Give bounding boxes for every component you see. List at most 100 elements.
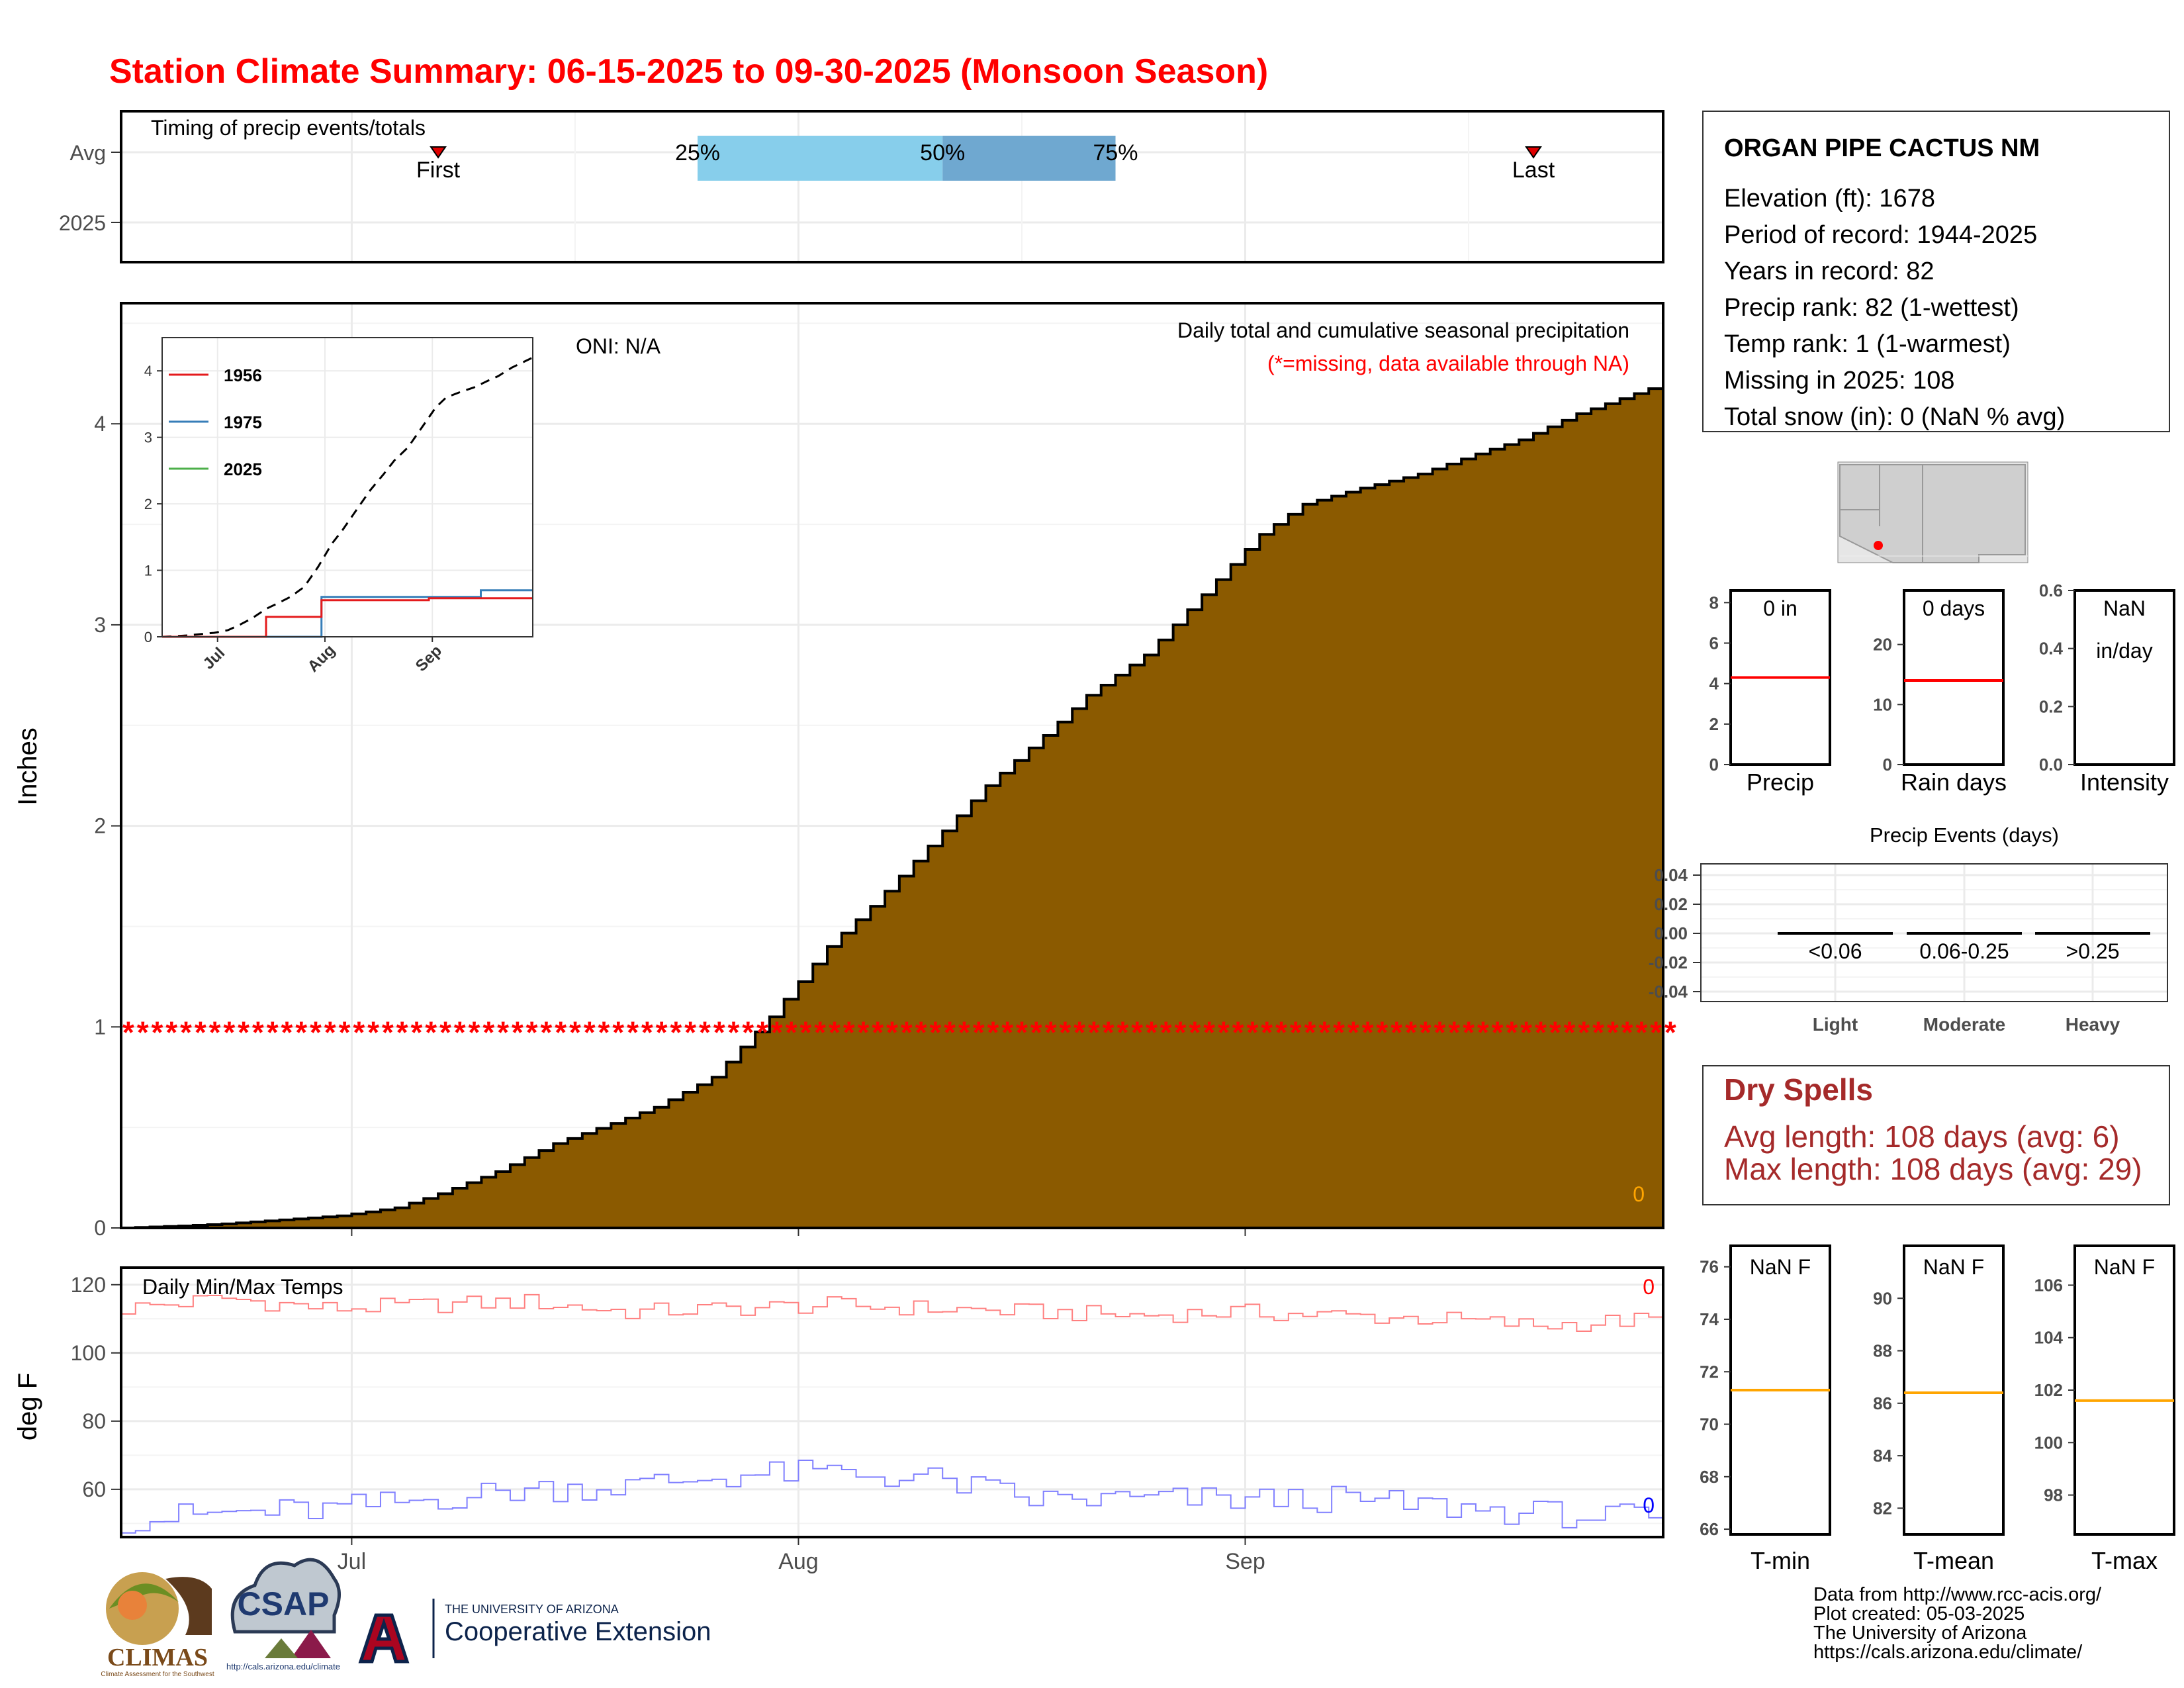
missing-day-marker: * <box>295 1015 307 1049</box>
timing-panel-label: Timing of precip events/totals <box>151 116 426 140</box>
inset-x-tick-label-Sep: Sep <box>412 642 445 675</box>
tmax-missing-count: 0 <box>1643 1275 1655 1299</box>
temp-bar-tick-label: 102 <box>2034 1380 2063 1400</box>
precip-y-axis: 0 1 2 3 4 <box>94 412 1246 1240</box>
climas-wordmark: CLIMAS <box>107 1644 208 1671</box>
missing-day-marker: * <box>915 1015 927 1049</box>
temp-bar-tick-label: 100 <box>2034 1432 2063 1452</box>
cumulative-precip-area <box>121 383 1664 1229</box>
precip-corner-count: 0 <box>1633 1182 1645 1206</box>
credit-university: The University of Arizona <box>1813 1622 2027 1644</box>
missing-day-marker: * <box>180 1015 192 1049</box>
missing-day-marker: * <box>1246 1015 1258 1049</box>
mini-panel-frame <box>2073 589 2175 766</box>
temp-bar-tick-label: 72 <box>1700 1362 1719 1382</box>
mini-panel-value-unit: in/day <box>2096 639 2152 663</box>
missing-day-marker: * <box>1607 1015 1619 1049</box>
missing-day-marker: * <box>699 1015 711 1049</box>
missing-day-marker: * <box>1635 1015 1647 1049</box>
temp-y-tick-label-80: 80 <box>82 1409 106 1433</box>
missing-day-marker: * <box>324 1015 336 1049</box>
mini-panel-intensity: 0.0 0.2 0.4 0.6 NaN in/day Intensity <box>2039 581 2175 796</box>
first-event-label: First <box>416 158 461 183</box>
missing-day-marker: * <box>569 1015 581 1049</box>
mini-panel-rain-days: 0 10 20 0 days Rain days <box>1873 589 2007 796</box>
temp-bar-tick-label: 66 <box>1700 1519 1719 1539</box>
mini-panel-label: Precip <box>1747 769 1814 796</box>
precip-y-tick-label-2: 2 <box>94 814 106 838</box>
month-x-tick-label-Aug: Aug <box>778 1549 819 1574</box>
station-missing: Missing in 2025: 108 <box>1724 367 1955 395</box>
mini-panel-tick-label: 4 <box>1709 674 1719 694</box>
temp-bar-tick-label: 106 <box>2034 1275 2063 1295</box>
mini-panel-precip: 0 2 4 6 8 0 in Precip <box>1709 589 1831 796</box>
missing-day-marker: * <box>1535 1015 1547 1049</box>
missing-day-marker: * <box>425 1015 437 1049</box>
missing-day-marker: * <box>771 1015 783 1049</box>
missing-day-marker: * <box>1059 1015 1071 1049</box>
dry-spells-box: Dry Spells Avg length: 108 days (avg: 6)… <box>1702 1065 2170 1205</box>
temp-bar-label: T-max <box>2091 1547 2158 1574</box>
missing-day-marker: * <box>353 1015 365 1049</box>
precip-y-tick-label-4: 4 <box>94 412 106 436</box>
quartile-25-50-box <box>698 136 943 181</box>
tmin-line <box>121 1459 1664 1534</box>
missing-day-marker: * <box>1664 1015 1676 1049</box>
mini-panel-value: 0 in <box>1763 596 1797 620</box>
university-of-arizona-logo: THE UNIVERSITY OF ARIZONA Cooperative Ex… <box>358 1599 711 1664</box>
temp-bar-label: T-min <box>1751 1547 1810 1574</box>
missing-day-marker: * <box>1448 1015 1460 1049</box>
credit-plot-created: Plot created: 05-03-2025 <box>1813 1603 2025 1624</box>
events-category-label: Heavy <box>2066 1014 2120 1035</box>
precip-panel: * * * * * * * * * * * * * * * * * * * * * * * * * * * * * * * * * * * * * * * *… <box>13 302 1676 1240</box>
missing-day-marker: * <box>1189 1015 1201 1049</box>
inset-y-tick-label-3: 3 <box>144 430 152 446</box>
mini-panel-tick-label: 0 <box>1709 755 1719 774</box>
inset-legend-label-1956: 1956 <box>224 365 262 385</box>
temp-bar-tick-label: 70 <box>1700 1415 1719 1434</box>
missing-day-marker: * <box>799 1015 811 1049</box>
missing-day-marker: * <box>973 1015 985 1049</box>
events-bin-label: 0.06-0.25 <box>1919 939 2009 963</box>
missing-day-marker: * <box>656 1015 668 1049</box>
dry-spells-title: Dry Spells <box>1724 1072 1873 1107</box>
ua-small-text: THE UNIVERSITY OF ARIZONA <box>445 1603 619 1616</box>
missing-day-marker: * <box>1275 1015 1287 1049</box>
missing-day-marker: * <box>1564 1015 1576 1049</box>
missing-day-marker: * <box>1146 1015 1158 1049</box>
missing-day-marker: * <box>1160 1015 1172 1049</box>
precip-events-title: Precip Events (days) <box>1870 823 2059 847</box>
missing-day-marker: * <box>1405 1015 1417 1049</box>
temp-y-tick-label-60: 60 <box>82 1477 106 1501</box>
mini-panel-label: Rain days <box>1901 769 2007 796</box>
inset-y-tick-label-1: 1 <box>144 563 152 579</box>
missing-day-marker: * <box>1290 1015 1302 1049</box>
temp-bar-tick-label: 104 <box>2034 1328 2064 1348</box>
temp-bar-panel-t-mean: 82 84 86 88 90 NaN F T-mean <box>1873 1244 2005 1574</box>
missing-day-marker: * <box>627 1015 639 1049</box>
mini-panel-tick-label: 0.6 <box>2039 581 2063 600</box>
mini-panel-tick-label: 6 <box>1709 633 1719 653</box>
missing-day-marker: * <box>122 1015 134 1049</box>
missing-day-marker: * <box>728 1015 740 1049</box>
missing-day-marker: * <box>1520 1015 1532 1049</box>
temp-bar-panel-t-min: 66 68 70 72 74 76 NaN F T-min <box>1700 1244 1831 1574</box>
station-info-box: ORGAN PIPE CACTUS NM Elevation (ft): 167… <box>1702 111 2170 432</box>
missing-day-marker: * <box>598 1015 610 1049</box>
temp-bar-tick-label: 98 <box>2044 1485 2063 1505</box>
missing-day-marker: * <box>829 1015 841 1049</box>
mini-panel-frame <box>1903 589 2005 766</box>
temp-bar-label: T-mean <box>1913 1547 1994 1574</box>
missing-day-marker: * <box>1492 1015 1504 1049</box>
station-temp-rank: Temp rank: 1 (1-warmest) <box>1724 330 2011 358</box>
missing-day-marker: * <box>526 1015 538 1049</box>
missing-day-marker: * <box>252 1015 264 1049</box>
temp-panel-label: Daily Min/Max Temps <box>142 1275 343 1299</box>
missing-day-marker: * <box>612 1015 624 1049</box>
missing-day-marker: * <box>410 1015 422 1049</box>
missing-day-marker: * <box>929 1015 941 1049</box>
temp-bar-panel-frame <box>1903 1244 2005 1536</box>
missing-day-marker: * <box>1232 1015 1244 1049</box>
missing-day-marker: * <box>987 1015 999 1049</box>
mini-panel-tick-label: 8 <box>1709 592 1719 612</box>
